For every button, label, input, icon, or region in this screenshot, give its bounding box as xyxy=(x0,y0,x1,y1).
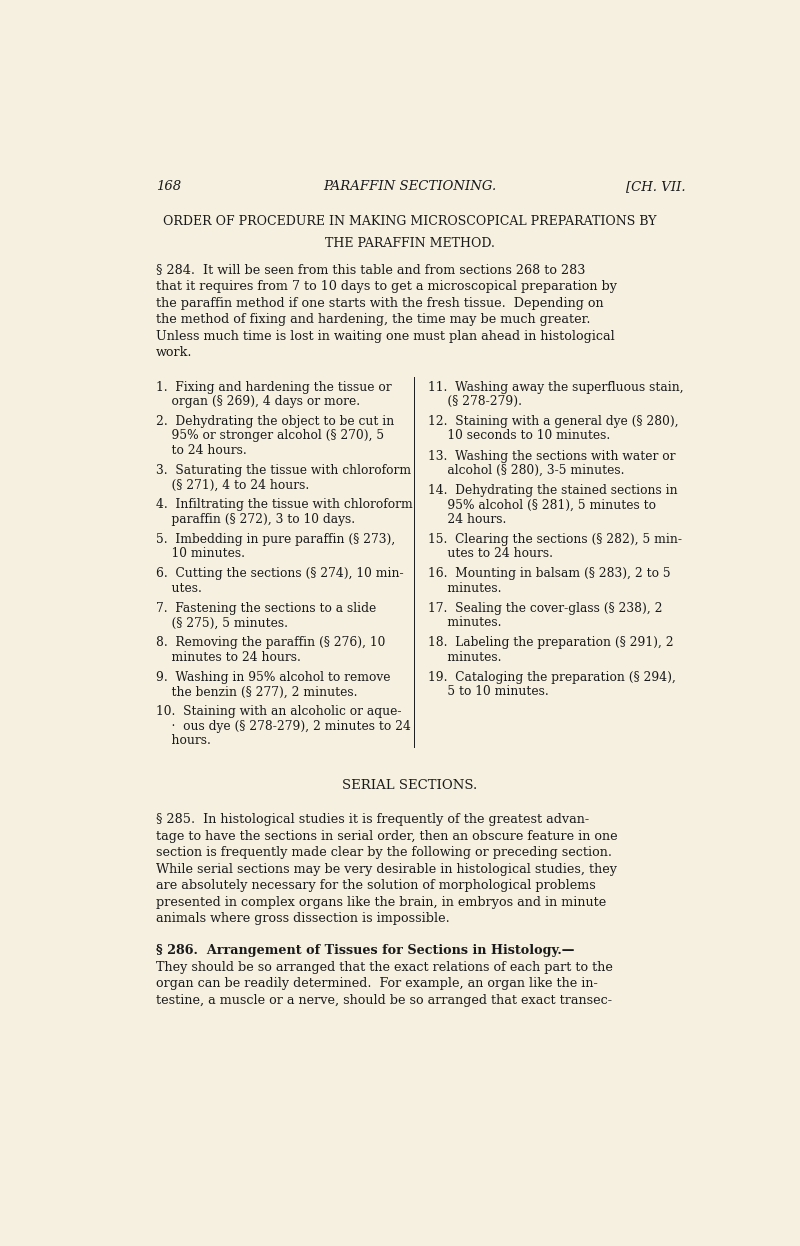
Text: 17.  Sealing the cover-glass (§ 238), 2: 17. Sealing the cover-glass (§ 238), 2 xyxy=(428,602,662,616)
Text: 14.  Dehydrating the stained sections in: 14. Dehydrating the stained sections in xyxy=(428,483,678,497)
Text: § 286.  Arrangement of Tissues for Sections in Histology.—: § 286. Arrangement of Tissues for Sectio… xyxy=(156,944,574,957)
Text: 5 to 10 minutes.: 5 to 10 minutes. xyxy=(428,685,549,699)
Text: testine, a muscle or a nerve, should be so arranged that exact transec-: testine, a muscle or a nerve, should be … xyxy=(156,994,612,1007)
Text: Unless much time is lost in waiting one must plan ahead in histological: Unless much time is lost in waiting one … xyxy=(156,330,614,343)
Text: 9.  Washing in 95% alcohol to remove: 9. Washing in 95% alcohol to remove xyxy=(156,670,390,684)
Text: 18.  Labeling the preparation (§ 291), 2: 18. Labeling the preparation (§ 291), 2 xyxy=(428,637,674,649)
Text: that it requires from 7 to 10 days to get a microscopical preparation by: that it requires from 7 to 10 days to ge… xyxy=(156,280,617,293)
Text: While serial sections may be very desirable in histological studies, they: While serial sections may be very desira… xyxy=(156,862,617,876)
Text: the benzin (§ 277), 2 minutes.: the benzin (§ 277), 2 minutes. xyxy=(156,685,358,699)
Text: utes.: utes. xyxy=(156,582,202,594)
Text: are absolutely necessary for the solution of morphological problems: are absolutely necessary for the solutio… xyxy=(156,880,595,892)
Text: [CH. VII.: [CH. VII. xyxy=(626,181,685,193)
Text: alcohol (§ 280), 3-5 minutes.: alcohol (§ 280), 3-5 minutes. xyxy=(428,464,624,477)
Text: minutes.: minutes. xyxy=(428,617,502,629)
Text: 95% alcohol (§ 281), 5 minutes to: 95% alcohol (§ 281), 5 minutes to xyxy=(428,498,656,512)
Text: minutes.: minutes. xyxy=(428,582,502,594)
Text: the method of fixing and hardening, the time may be much greater.: the method of fixing and hardening, the … xyxy=(156,313,590,326)
Text: 10.  Staining with an alcoholic or aque-: 10. Staining with an alcoholic or aque- xyxy=(156,705,402,719)
Text: § 284.  It will be seen from this table and from sections 268 to 283: § 284. It will be seen from this table a… xyxy=(156,263,585,277)
Text: the paraffin method if one starts with the fresh tissue.  Depending on: the paraffin method if one starts with t… xyxy=(156,297,603,309)
Text: § 285.  In histological studies it is frequently of the greatest advan-: § 285. In histological studies it is fre… xyxy=(156,812,589,826)
Text: 10 seconds to 10 minutes.: 10 seconds to 10 minutes. xyxy=(428,430,610,442)
Text: 95% or stronger alcohol (§ 270), 5: 95% or stronger alcohol (§ 270), 5 xyxy=(156,430,384,442)
Text: 4.  Infiltrating the tissue with chloroform: 4. Infiltrating the tissue with chlorofo… xyxy=(156,498,413,512)
Text: minutes to 24 hours.: minutes to 24 hours. xyxy=(156,650,301,664)
Text: presented in complex organs like the brain, in embryos and in minute: presented in complex organs like the bra… xyxy=(156,896,606,908)
Text: They should be so arranged that the exact relations of each part to the: They should be so arranged that the exac… xyxy=(156,961,613,974)
Text: 168: 168 xyxy=(156,181,181,193)
Text: tage to have the sections in serial order, then an obscure feature in one: tage to have the sections in serial orde… xyxy=(156,830,618,842)
Text: section is frequently made clear by the following or preceding section.: section is frequently made clear by the … xyxy=(156,846,612,858)
Text: 19.  Cataloging the preparation (§ 294),: 19. Cataloging the preparation (§ 294), xyxy=(428,670,676,684)
Text: organ (§ 269), 4 days or more.: organ (§ 269), 4 days or more. xyxy=(156,395,360,407)
Text: animals where gross dissection is impossible.: animals where gross dissection is imposs… xyxy=(156,912,450,926)
Text: 8.  Removing the paraffin (§ 276), 10: 8. Removing the paraffin (§ 276), 10 xyxy=(156,637,385,649)
Text: organ can be readily determined.  For example, an organ like the in-: organ can be readily determined. For exa… xyxy=(156,977,598,991)
Text: 16.  Mounting in balsam (§ 283), 2 to 5: 16. Mounting in balsam (§ 283), 2 to 5 xyxy=(428,567,670,581)
Text: 11.  Washing away the superfluous stain,: 11. Washing away the superfluous stain, xyxy=(428,380,683,394)
Text: minutes.: minutes. xyxy=(428,650,502,664)
Text: 5.  Imbedding in pure paraffin (§ 273),: 5. Imbedding in pure paraffin (§ 273), xyxy=(156,533,395,546)
Text: 13.  Washing the sections with water or: 13. Washing the sections with water or xyxy=(428,450,675,462)
Text: hours.: hours. xyxy=(156,734,210,748)
Text: ORDER OF PROCEDURE IN MAKING MICROSCOPICAL PREPARATIONS BY: ORDER OF PROCEDURE IN MAKING MICROSCOPIC… xyxy=(163,216,657,228)
Text: 12.  Staining with a general dye (§ 280),: 12. Staining with a general dye (§ 280), xyxy=(428,415,678,429)
Text: 15.  Clearing the sections (§ 282), 5 min-: 15. Clearing the sections (§ 282), 5 min… xyxy=(428,533,682,546)
Text: (§ 275), 5 minutes.: (§ 275), 5 minutes. xyxy=(156,617,288,629)
Text: work.: work. xyxy=(156,346,192,359)
Text: 2.  Dehydrating the object to be cut in: 2. Dehydrating the object to be cut in xyxy=(156,415,394,429)
Text: 10 minutes.: 10 minutes. xyxy=(156,547,245,561)
Text: (§ 271), 4 to 24 hours.: (§ 271), 4 to 24 hours. xyxy=(156,478,309,491)
Text: 7.  Fastening the sections to a slide: 7. Fastening the sections to a slide xyxy=(156,602,376,616)
Text: 24 hours.: 24 hours. xyxy=(428,513,506,526)
Text: PARAFFIN SECTIONING.: PARAFFIN SECTIONING. xyxy=(323,181,497,193)
Text: 1.  Fixing and hardening the tissue or: 1. Fixing and hardening the tissue or xyxy=(156,380,391,394)
Text: THE PARAFFIN METHOD.: THE PARAFFIN METHOD. xyxy=(325,237,495,249)
Text: utes to 24 hours.: utes to 24 hours. xyxy=(428,547,553,561)
Text: to 24 hours.: to 24 hours. xyxy=(156,444,246,457)
Text: 3.  Saturating the tissue with chloroform: 3. Saturating the tissue with chloroform xyxy=(156,464,411,477)
Text: (§ 278-279).: (§ 278-279). xyxy=(428,395,522,407)
Text: paraffin (§ 272), 3 to 10 days.: paraffin (§ 272), 3 to 10 days. xyxy=(156,513,355,526)
Text: 6.  Cutting the sections (§ 274), 10 min-: 6. Cutting the sections (§ 274), 10 min- xyxy=(156,567,403,581)
Text: SERIAL SECTIONS.: SERIAL SECTIONS. xyxy=(342,779,478,792)
Text: ·  ous dye (§ 278-279), 2 minutes to 24: · ous dye (§ 278-279), 2 minutes to 24 xyxy=(156,720,410,733)
